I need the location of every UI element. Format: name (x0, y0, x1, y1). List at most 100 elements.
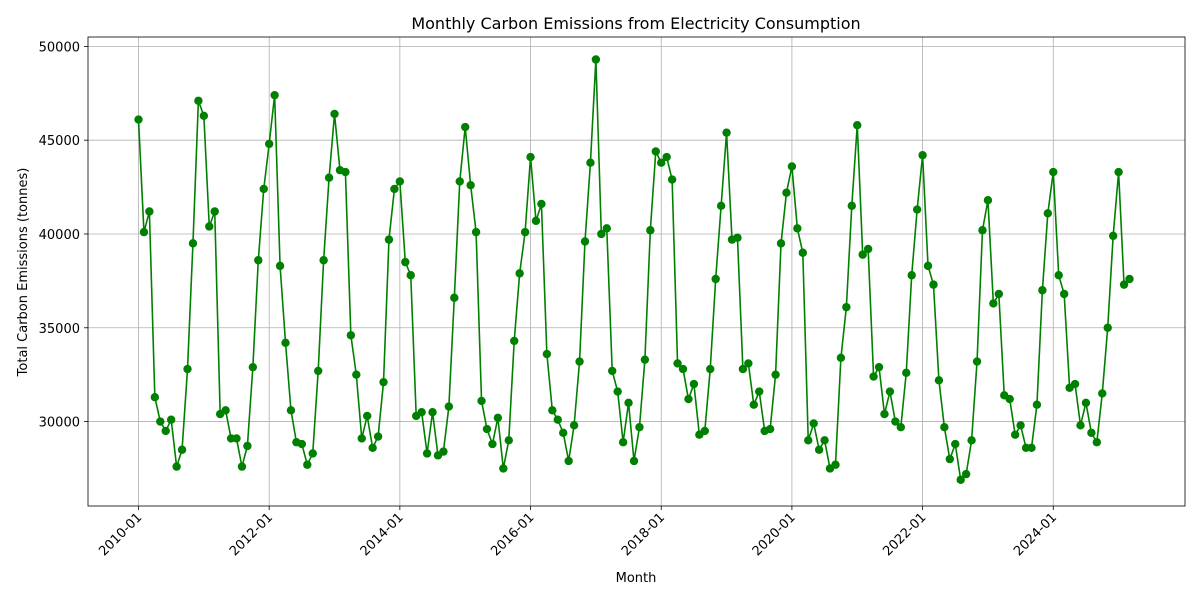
y-tick-label: 35000 (39, 322, 80, 337)
data-point (150, 392, 160, 402)
data-point (177, 445, 187, 454)
data-point (183, 364, 192, 374)
y-tick-label: 40000 (39, 228, 80, 243)
data-point (1081, 398, 1091, 408)
data-point (994, 289, 1004, 299)
data-point (395, 177, 405, 186)
data-point (923, 261, 933, 271)
data-point (330, 109, 339, 119)
data-point (858, 250, 867, 259)
data-point (564, 456, 573, 466)
data-point (667, 175, 677, 184)
data-point (466, 181, 475, 190)
data-point (1119, 280, 1129, 289)
data-point (221, 406, 230, 415)
data-point (847, 201, 856, 211)
data-point (422, 449, 432, 458)
data-point (510, 336, 519, 346)
data-point (188, 239, 198, 248)
data-point (428, 408, 437, 417)
data-point (1043, 209, 1053, 218)
data-point (776, 239, 786, 248)
data-point (1049, 167, 1058, 177)
data-point (1092, 438, 1102, 447)
data-point (417, 408, 426, 417)
data-point (940, 423, 949, 432)
data-point (738, 364, 748, 374)
data-point (362, 411, 372, 421)
data-point (869, 372, 878, 381)
data-point (482, 424, 492, 434)
data-point (313, 366, 323, 376)
data-point (618, 438, 628, 447)
data-point (787, 162, 797, 171)
data-point (700, 426, 709, 436)
data-point (755, 387, 764, 396)
data-point (880, 409, 889, 419)
data-point (275, 261, 285, 271)
series-marker-layer (134, 55, 1134, 484)
data-point (814, 445, 824, 454)
data-point (259, 184, 268, 194)
data-point (406, 271, 415, 280)
data-point (793, 224, 802, 233)
data-point (1076, 421, 1085, 430)
data-point (771, 370, 780, 379)
data-point (961, 469, 971, 479)
data-point (972, 357, 982, 366)
data-point (853, 120, 862, 130)
data-point (929, 280, 938, 289)
data-point (716, 201, 726, 211)
data-point (1070, 379, 1080, 389)
data-point (744, 359, 753, 368)
data-point (1114, 167, 1123, 177)
data-point (1098, 389, 1107, 398)
data-point (1059, 289, 1069, 299)
data-point (798, 248, 807, 257)
data-point (199, 111, 209, 120)
data-point (194, 96, 203, 105)
data-point (559, 428, 568, 438)
data-point (308, 449, 317, 458)
data-point (401, 257, 410, 267)
data-point (324, 173, 334, 182)
data-point (602, 224, 611, 233)
data-point (945, 454, 955, 464)
data-point (1108, 231, 1118, 241)
data-point (1005, 394, 1014, 404)
data-point (205, 222, 214, 231)
plot-frame (87, 36, 1186, 507)
y-tick-label: 50000 (39, 40, 80, 55)
data-point (515, 269, 524, 278)
data-point (531, 216, 541, 226)
data-point (1027, 443, 1036, 453)
data-point (706, 364, 715, 374)
data-point (684, 394, 693, 404)
data-point (134, 115, 143, 124)
data-point (145, 207, 154, 216)
data-point (1032, 400, 1042, 409)
data-point (575, 357, 584, 366)
data-point (488, 439, 497, 449)
data-point (450, 293, 459, 302)
data-point (243, 441, 252, 451)
data-point (934, 376, 944, 385)
data-point (689, 379, 699, 389)
data-point (156, 417, 165, 426)
data-point (504, 436, 513, 445)
data-point (248, 362, 258, 372)
data-point (166, 415, 176, 424)
data-point (254, 256, 263, 265)
data-point (493, 413, 503, 423)
data-point (722, 128, 731, 137)
data-point (651, 147, 660, 156)
data-point (526, 152, 535, 162)
data-point (286, 406, 296, 415)
data-point (384, 235, 394, 244)
data-point (907, 271, 916, 280)
y-tick-label: 30000 (39, 416, 80, 431)
data-point (804, 436, 813, 445)
data-point (733, 233, 742, 242)
data-point (646, 226, 655, 235)
